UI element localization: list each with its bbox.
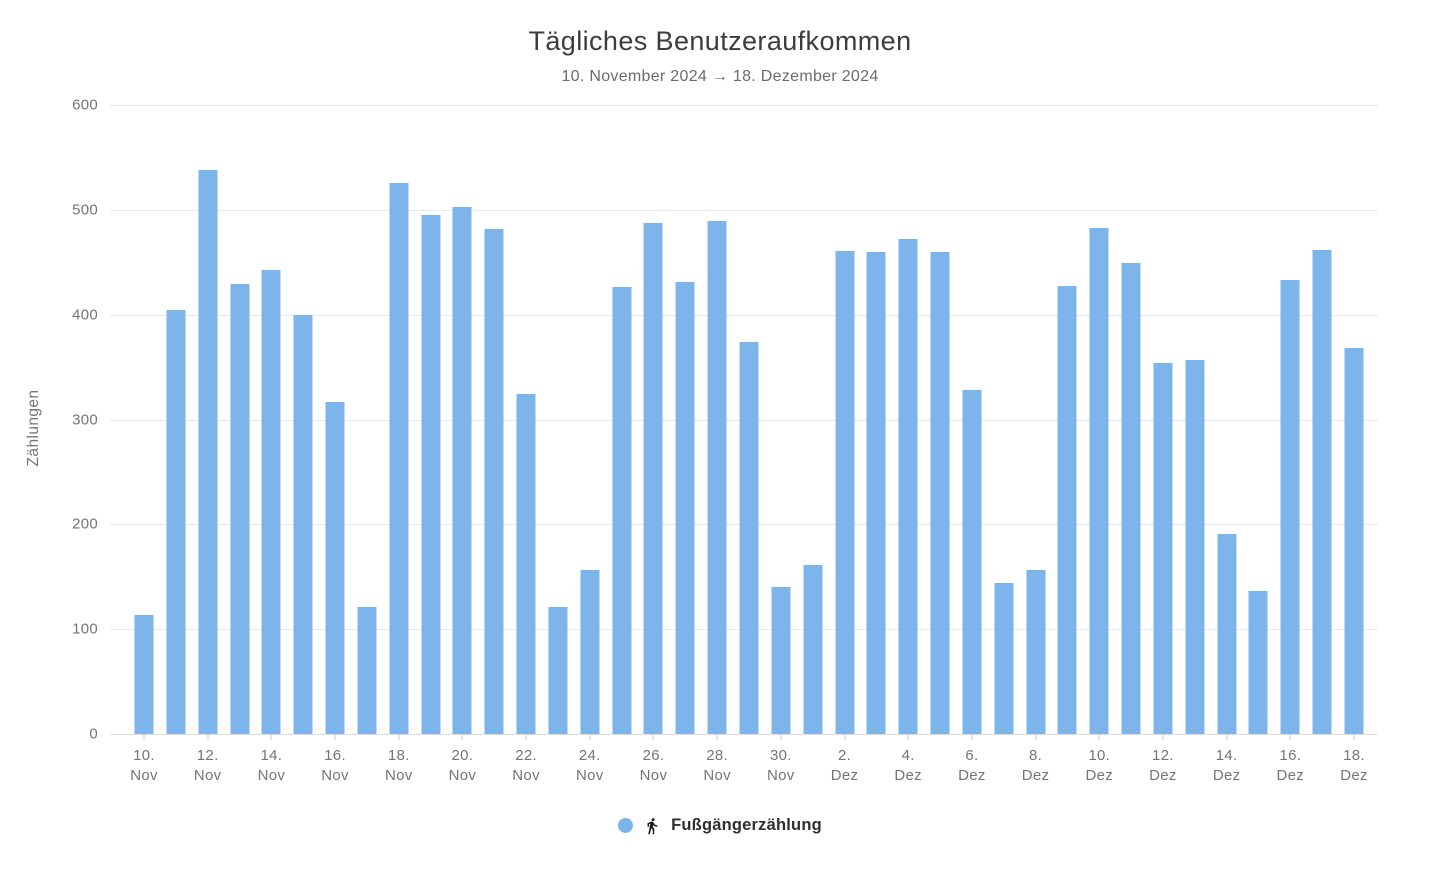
bar-23-Nov[interactable] (548, 607, 568, 734)
x-tick-label-12-Dez: 12. Dez (1149, 747, 1177, 784)
x-tick-mark (398, 734, 400, 740)
bar-28-Nov[interactable] (707, 221, 727, 734)
x-tick-label-26-Nov: 26. Nov (639, 747, 668, 784)
x-tick-mark (844, 734, 846, 740)
y-axis-title: Zählungen (25, 389, 42, 467)
y-tick-label-0: 0 (89, 725, 98, 743)
gridline-y-0 (110, 734, 1378, 735)
x-tick-mark (971, 734, 973, 740)
bar-30-Nov[interactable] (771, 587, 791, 734)
bar-4-Dez[interactable] (898, 239, 918, 734)
chart-title: Tägliches Benutzeraufkommen (528, 26, 912, 56)
bar-11-Dez[interactable] (1121, 263, 1141, 734)
bar-6-Dez[interactable] (962, 390, 982, 734)
y-tick-label-600: 600 (72, 96, 98, 114)
x-tick-label-24-Nov: 24. Nov (575, 747, 604, 784)
bar-12-Dez[interactable] (1153, 362, 1173, 734)
legend[interactable]: Fußgängerzählung (0, 816, 1440, 835)
x-tick-mark (589, 734, 591, 740)
x-tick-label-16-Nov: 16. Nov (321, 747, 349, 784)
gridline-y-400 (110, 314, 1378, 316)
bar-17-Dez[interactable] (1312, 249, 1332, 734)
bar-24-Nov[interactable] (580, 570, 600, 734)
x-tick-label-20-Nov: 20. Nov (448, 747, 477, 784)
legend-color-swatch (618, 818, 634, 833)
chart-subtitle: 10. November 2024 → 18. Dezember 2024 (561, 68, 879, 85)
x-tick-label-4-Dez: 4. Dez (894, 747, 922, 784)
bar-14-Dez[interactable] (1217, 533, 1237, 734)
bar-18-Dez[interactable] (1344, 348, 1364, 734)
legend-label: Fußgängerzählung (671, 816, 822, 834)
plot-area: 10. Nov 12. Nov 14. Nov 16. Nov 18. Nov 20. Nov 22. N… (110, 105, 1378, 784)
x-tick-mark (1289, 734, 1291, 740)
bar-14-Nov[interactable] (261, 269, 281, 734)
bar-27-Nov[interactable] (675, 282, 695, 734)
y-tick-label-100: 100 (72, 620, 98, 638)
bar-18-Nov[interactable] (389, 182, 409, 734)
x-tick-mark (716, 734, 718, 740)
x-tick-mark (270, 734, 272, 740)
x-tick-label-8-Dez: 8. Dez (1021, 747, 1050, 784)
bar-25-Nov[interactable] (612, 287, 632, 734)
bar-2-Dez[interactable] (835, 250, 855, 734)
x-tick-mark (1098, 734, 1100, 740)
bar-16-Dez[interactable] (1280, 280, 1300, 734)
bar-15-Dez[interactable] (1248, 591, 1268, 734)
x-tick-label-18-Nov: 18. Nov (384, 747, 413, 784)
bar-22-Nov[interactable] (516, 394, 536, 734)
x-tick-mark (907, 734, 909, 740)
bar-11-Nov[interactable] (166, 310, 186, 734)
bar-10-Dez[interactable] (1089, 227, 1109, 734)
y-tick-label-300: 300 (72, 411, 98, 428)
gridline-y-500 (110, 209, 1378, 211)
pedestrian-walking-icon (647, 817, 658, 834)
bar-13-Nov[interactable] (230, 284, 250, 734)
x-tick-label-10-Dez: 10. Dez (1085, 747, 1114, 784)
y-tick-label-200: 200 (72, 515, 98, 533)
x-tick-label-12-Nov: 12. Nov (193, 747, 222, 784)
bar-15-Nov[interactable] (293, 314, 313, 734)
y-tick-label-500: 500 (72, 201, 98, 219)
bar-10-Nov[interactable] (134, 614, 154, 734)
bar-5-Dez[interactable] (930, 251, 950, 734)
x-tick-label-10-Nov: 10. Nov (130, 747, 158, 784)
bar-19-Nov[interactable] (421, 215, 441, 734)
bar-8-Dez[interactable] (1026, 570, 1046, 734)
x-tick-mark (461, 734, 463, 740)
bar-29-Nov[interactable] (739, 341, 759, 734)
bar-3-Dez[interactable] (866, 251, 886, 734)
bar-17-Nov[interactable] (357, 607, 377, 734)
x-tick-mark (1226, 734, 1228, 740)
bar-16-Nov[interactable] (325, 401, 345, 734)
x-tick-mark (1162, 734, 1164, 740)
x-tick-label-18-Dez: 18. Dez (1340, 747, 1368, 784)
x-tick-label-14-Dez: 14. Dez (1212, 747, 1241, 784)
bar-1-Dez[interactable] (803, 565, 823, 734)
bar-21-Nov[interactable] (484, 228, 504, 734)
x-tick-label-14-Nov: 14. Nov (257, 747, 286, 784)
bar-26-Nov[interactable] (643, 223, 663, 734)
x-tick-label-2-Dez: 2. Dez (830, 747, 859, 784)
bar-7-Dez[interactable] (994, 583, 1014, 734)
y-tick-label-400: 400 (72, 306, 98, 324)
x-tick-label-30-Nov: 30. Nov (767, 747, 795, 784)
x-tick-mark (525, 734, 527, 740)
x-tick-mark (143, 734, 145, 740)
x-tick-mark (334, 734, 336, 740)
x-tick-mark (1035, 734, 1037, 740)
x-tick-mark (652, 734, 654, 740)
gridline-y-600 (110, 105, 1378, 106)
x-tick-mark (780, 734, 782, 740)
x-tick-mark (207, 734, 209, 740)
x-tick-label-6-Dez: 6. Dez (958, 747, 986, 784)
bar-9-Dez[interactable] (1057, 286, 1077, 734)
bar-13-Dez[interactable] (1185, 359, 1205, 734)
bar-12-Nov[interactable] (198, 170, 218, 734)
x-tick-label-28-Nov: 28. Nov (703, 747, 731, 784)
x-tick-label-22-Nov: 22. Nov (512, 747, 540, 784)
x-tick-mark (1353, 734, 1355, 740)
x-tick-label-16-Dez: 16. Dez (1276, 747, 1305, 784)
bar-20-Nov[interactable] (452, 206, 472, 734)
